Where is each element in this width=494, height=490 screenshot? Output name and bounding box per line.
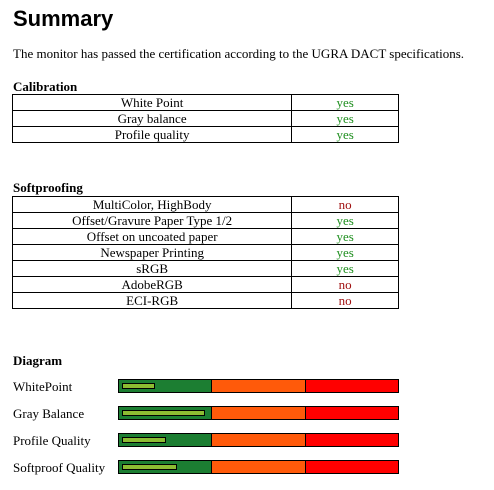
- calibration-label-gray-balance: Gray balance: [11, 110, 293, 127]
- softproof-label-srgb: sRGB: [11, 260, 293, 277]
- softproofing-heading: Softproofing: [13, 180, 83, 195]
- table-row: Gray balance yes: [11, 110, 399, 127]
- softproof-label-multicolor: MultiColor, HighBody: [11, 196, 293, 213]
- calibration-table: White Point yes Gray balance yes Profile…: [11, 94, 399, 143]
- quality-scale: [118, 460, 399, 474]
- quality-bar: [122, 464, 177, 470]
- scale-warning-segment: [211, 380, 305, 392]
- scale-bad-segment: [304, 380, 398, 392]
- softproof-label-newspaper: Newspaper Printing: [11, 244, 293, 261]
- quality-scale: [118, 433, 399, 447]
- softproof-result-multicolor: no: [291, 196, 399, 213]
- diagram-row-softproof-quality: Softproof Quality: [13, 460, 403, 476]
- calibration-result-profile-quality: yes: [291, 126, 399, 143]
- table-row: AdobeRGB no: [11, 276, 399, 293]
- diagram-label: Profile Quality: [13, 433, 91, 448]
- calibration-label-white-point: White Point: [11, 94, 293, 111]
- table-row: Newspaper Printing yes: [11, 244, 399, 261]
- scale-bad-segment: [304, 434, 398, 446]
- softproof-label-eci-rgb: ECI-RGB: [11, 292, 293, 309]
- calibration-result-gray-balance: yes: [291, 110, 399, 127]
- softproof-result-newspaper: yes: [291, 244, 399, 261]
- softproof-result-offset-gravure: yes: [291, 212, 399, 229]
- diagram-row-gray-balance: Gray Balance: [13, 406, 403, 422]
- diagram-row-profile-quality: Profile Quality: [13, 433, 403, 449]
- scale-bad-segment: [304, 407, 398, 419]
- scale-warning-segment: [211, 407, 305, 419]
- diagram-heading: Diagram: [13, 353, 63, 368]
- table-row: ECI-RGB no: [11, 292, 399, 309]
- calibration-result-white-point: yes: [291, 94, 399, 111]
- table-row: Offset/Gravure Paper Type 1/2 yes: [11, 212, 399, 229]
- quality-scale: [118, 406, 399, 420]
- table-row: Profile quality yes: [11, 126, 399, 143]
- certification-statement: The monitor has passed the certification…: [13, 46, 465, 61]
- calibration-label-profile-quality: Profile quality: [11, 126, 293, 143]
- diagram-row-white-point: WhitePoint: [13, 379, 403, 395]
- softproof-result-offset-uncoated: yes: [291, 228, 399, 245]
- diagram-label: Softproof Quality: [13, 460, 106, 475]
- quality-bar: [122, 437, 166, 443]
- softproof-result-eci-rgb: no: [291, 292, 399, 309]
- calibration-heading: Calibration: [13, 79, 78, 94]
- table-row: MultiColor, HighBody no: [11, 196, 399, 213]
- softproof-label-adobergb: AdobeRGB: [11, 276, 293, 293]
- softproof-label-offset-uncoated: Offset on uncoated paper: [11, 228, 293, 245]
- scale-warning-segment: [211, 461, 305, 473]
- quality-bar: [122, 410, 205, 416]
- table-row: Offset on uncoated paper yes: [11, 228, 399, 245]
- scale-warning-segment: [211, 434, 305, 446]
- softproof-result-adobergb: no: [291, 276, 399, 293]
- table-row: sRGB yes: [11, 260, 399, 277]
- scale-bad-segment: [304, 461, 398, 473]
- diagram-label: Gray Balance: [13, 406, 85, 421]
- table-row: White Point yes: [11, 94, 399, 111]
- softproofing-table: MultiColor, HighBody no Offset/Gravure P…: [11, 196, 399, 309]
- quality-bar: [122, 383, 155, 389]
- page-title: Summary: [13, 6, 114, 31]
- softproof-label-offset-gravure: Offset/Gravure Paper Type 1/2: [11, 212, 293, 229]
- diagram-label: WhitePoint: [13, 379, 73, 394]
- softproof-result-srgb: yes: [291, 260, 399, 277]
- quality-scale: [118, 379, 399, 393]
